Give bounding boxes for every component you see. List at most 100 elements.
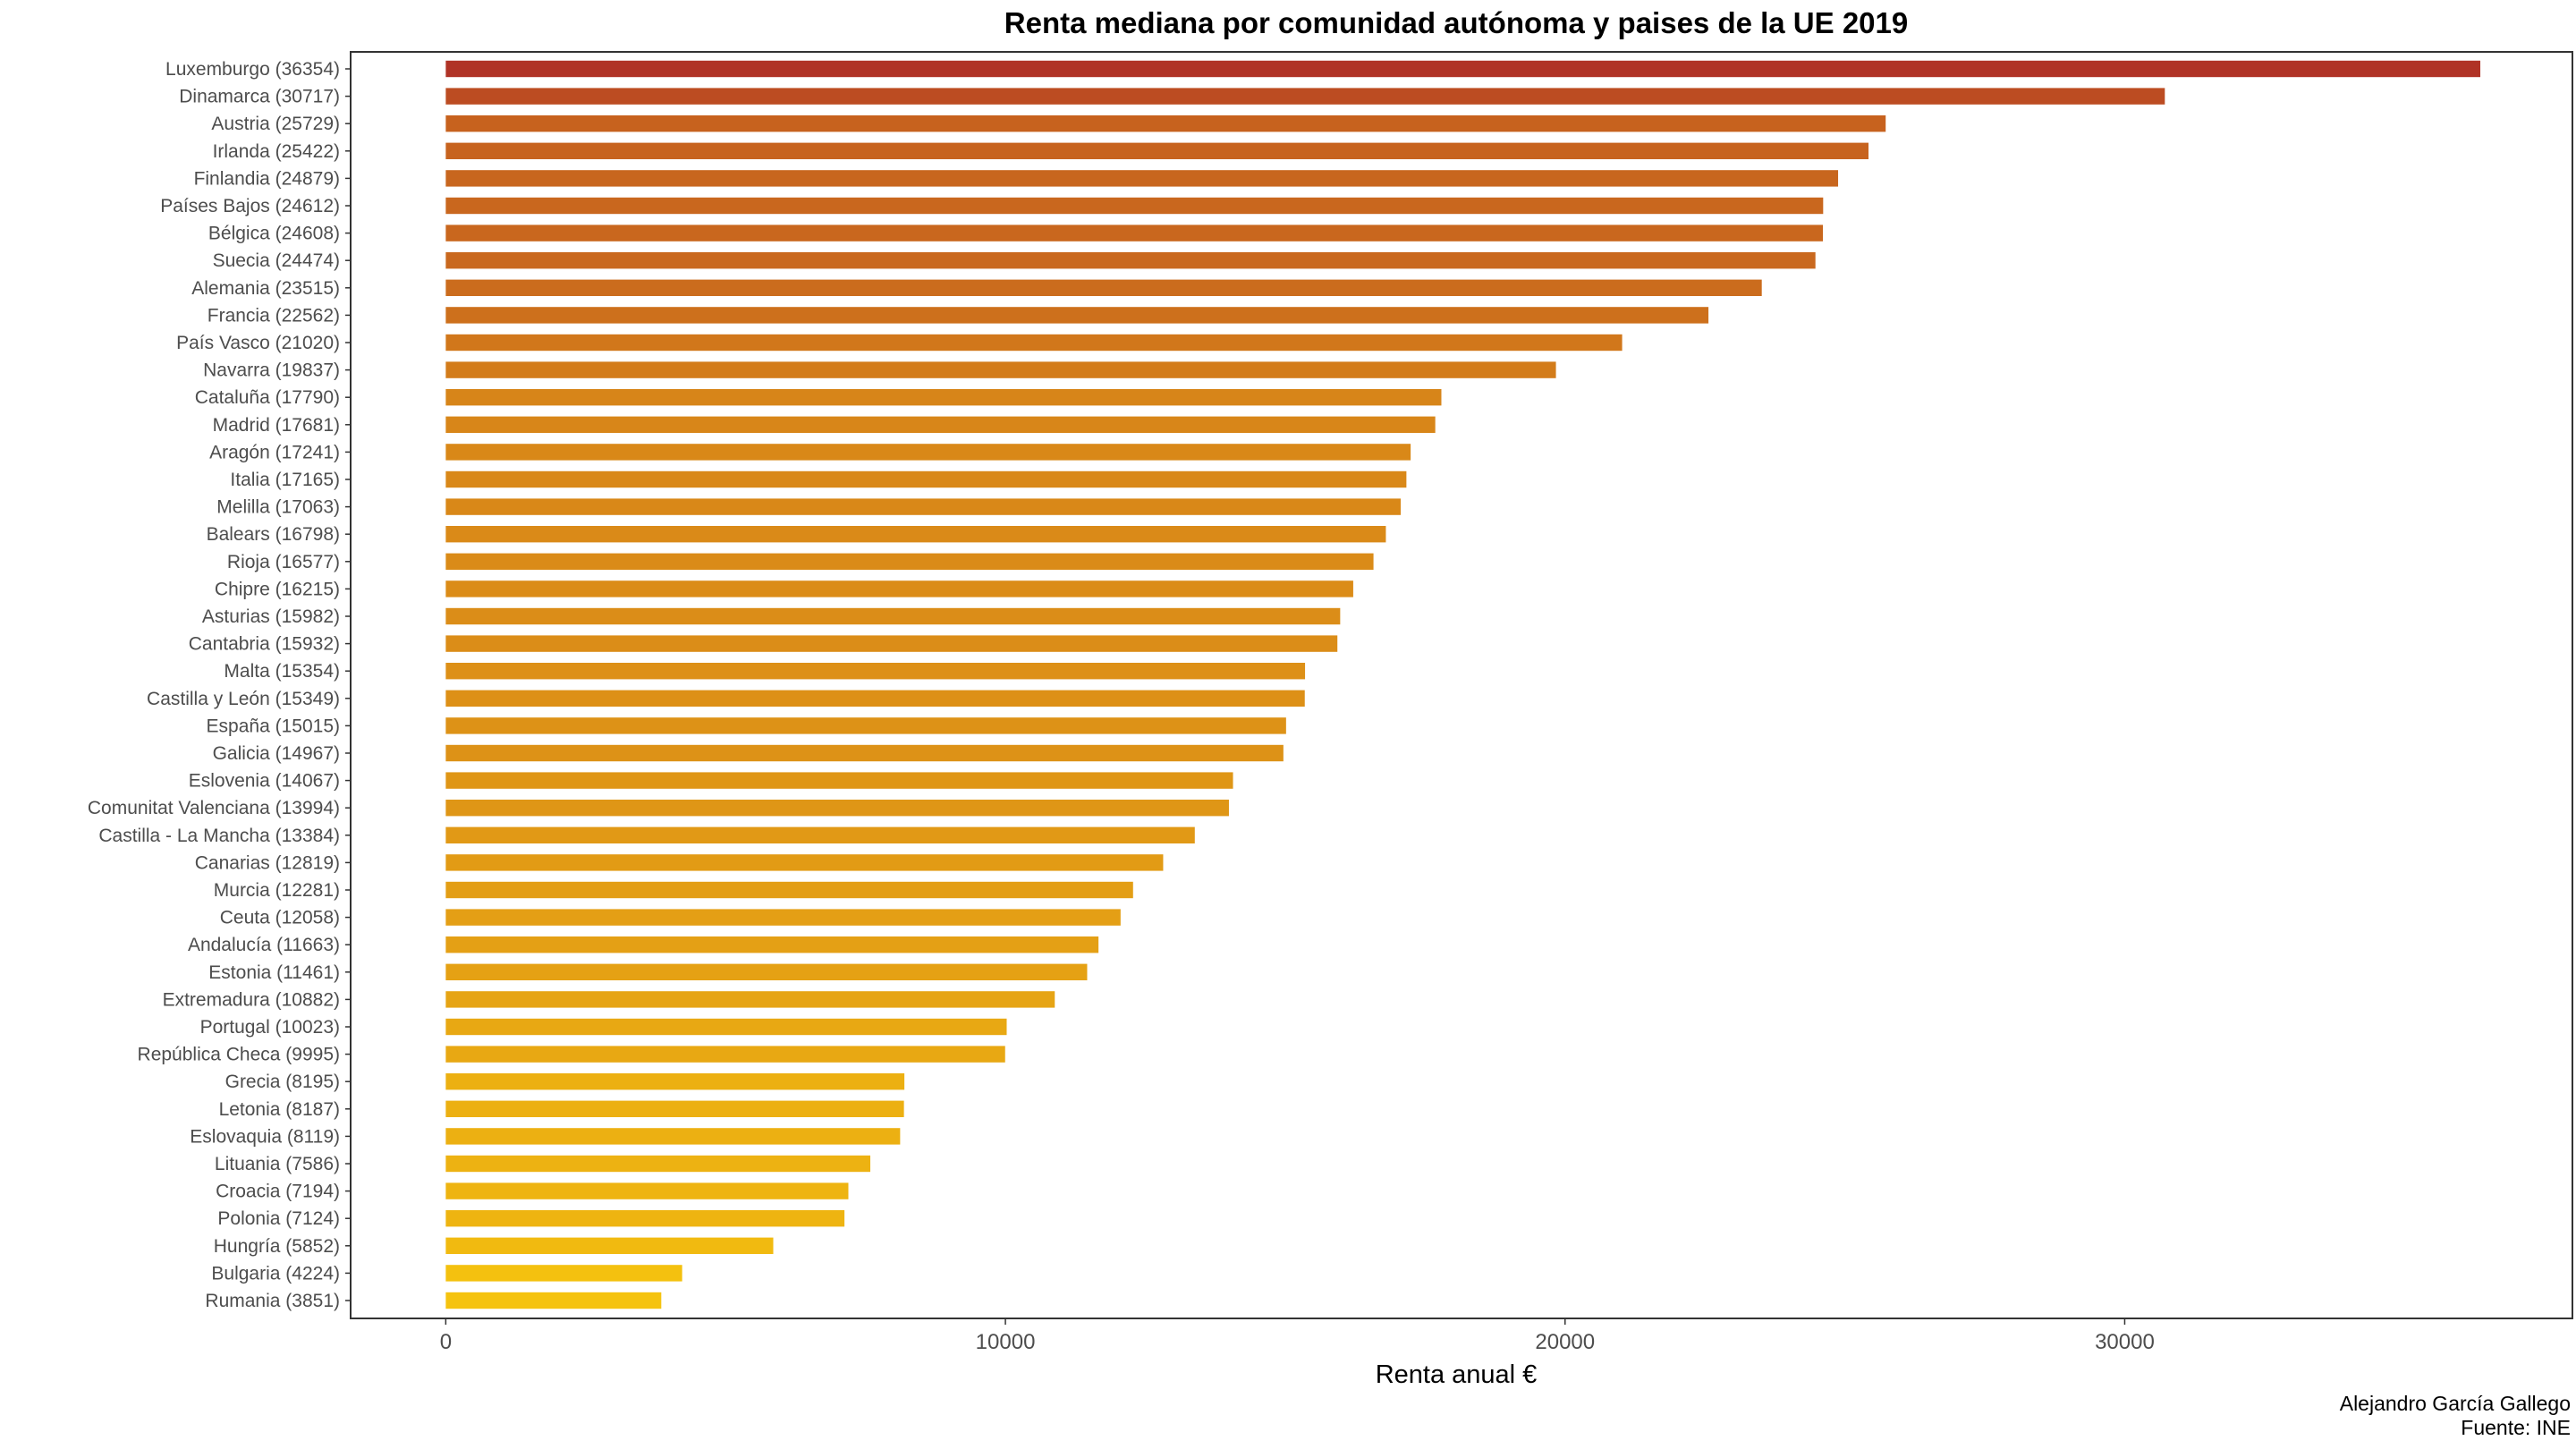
bar <box>445 635 1338 652</box>
category-label: Italia (17165) <box>230 470 340 490</box>
bar <box>445 936 1099 953</box>
category-label: Ceuta (12058) <box>220 908 340 928</box>
bar <box>445 881 1133 899</box>
bar <box>445 498 1401 515</box>
bar <box>445 991 1055 1008</box>
x-tick-label: 20000 <box>1535 1330 1595 1354</box>
bar <box>445 607 1341 625</box>
category-label: Rioja (16577) <box>227 552 340 572</box>
category-label: Finlandia (24879) <box>194 168 340 189</box>
category-label: Grecia (8195) <box>225 1072 340 1092</box>
bar <box>445 1210 845 1227</box>
bar <box>445 1018 1007 1036</box>
category-label: Rumania (3851) <box>205 1291 340 1311</box>
category-label: España (15015) <box>207 716 340 736</box>
category-label: Navarra (19837) <box>203 360 340 381</box>
bar <box>445 909 1121 926</box>
bar <box>445 88 2165 105</box>
bar <box>445 526 1386 543</box>
x-tick-label: 10000 <box>976 1330 1036 1354</box>
bar <box>445 1128 901 1145</box>
bar <box>445 334 1623 352</box>
bar <box>445 744 1284 762</box>
category-label: Letonia (8187) <box>219 1099 340 1120</box>
bar <box>445 963 1088 980</box>
bar <box>445 1100 904 1117</box>
bar <box>445 225 1824 242</box>
caption-source: Fuente: INE <box>2461 1416 2571 1439</box>
bar <box>445 416 1436 433</box>
category-label: Croacia (7194) <box>216 1182 340 1202</box>
bar <box>445 1046 1005 1063</box>
category-label: Eslovenia (14067) <box>189 771 340 792</box>
category-label: Chipre (16215) <box>215 579 340 599</box>
bar <box>445 115 1886 132</box>
bar <box>445 389 1442 406</box>
bar <box>445 1265 682 1282</box>
category-labels: Luxemburgo (36354) Dinamarca (30717) Austr… <box>88 59 351 1311</box>
bar <box>445 279 1762 296</box>
category-label: Irlanda (25422) <box>213 141 340 162</box>
caption-author: Alejandro García Gallego <box>2340 1392 2571 1415</box>
category-label: Galicia (14967) <box>213 743 340 764</box>
category-label: Lituania (7586) <box>215 1154 340 1174</box>
category-label: Madrid (17681) <box>213 415 340 436</box>
bar <box>445 470 1407 488</box>
chart-title: Renta mediana por comunidad autónoma y p… <box>1004 6 1908 39</box>
category-label: República Checa (9995) <box>138 1045 340 1065</box>
category-label: Extremadura (10882) <box>163 989 340 1010</box>
bar <box>445 690 1305 707</box>
category-label: Aragón (17241) <box>209 442 340 462</box>
bar <box>445 1182 849 1199</box>
bar <box>445 1237 774 1254</box>
category-label: Portugal (10023) <box>200 1017 340 1038</box>
bar <box>445 800 1229 817</box>
category-label: Suecia (24474) <box>213 250 340 271</box>
category-label: Malta (15354) <box>224 661 340 682</box>
bar <box>445 717 1286 734</box>
bar <box>445 197 1824 215</box>
bar <box>445 60 2481 78</box>
bar <box>445 1292 662 1309</box>
category-label: País Vasco (21020) <box>176 333 340 353</box>
bar <box>445 854 1164 871</box>
category-label: Andalucía (11663) <box>188 935 340 955</box>
category-label: Castilla y León (15349) <box>147 689 340 709</box>
bar <box>445 361 1556 378</box>
category-label: Austria (25729) <box>211 114 340 134</box>
x-axis-ticks: 0 10000 20000 30000 <box>440 1318 2155 1354</box>
bar <box>445 553 1374 570</box>
category-label: Alemania (23515) <box>191 278 340 299</box>
bar <box>445 1155 871 1173</box>
category-label: Bélgica (24608) <box>208 224 340 244</box>
category-label: Balears (16798) <box>207 524 340 545</box>
x-tick-label: 0 <box>440 1330 452 1354</box>
category-label: Asturias (15982) <box>202 606 340 627</box>
bar <box>445 772 1233 789</box>
category-label: Comunitat Valenciana (13994) <box>88 798 340 818</box>
bar <box>445 580 1353 597</box>
category-label: Murcia (12281) <box>214 880 340 901</box>
x-axis-title: Renta anual € <box>1376 1360 1538 1389</box>
category-label: Cataluña (17790) <box>195 387 340 408</box>
category-label: Bulgaria (4224) <box>211 1263 340 1284</box>
category-label: Castilla - La Mancha (13384) <box>98 826 340 846</box>
bar <box>445 307 1709 324</box>
bars-group <box>445 60 2481 1309</box>
category-label: Canarias (12819) <box>195 852 340 873</box>
x-tick-label: 30000 <box>2095 1330 2155 1354</box>
plot-panel <box>350 51 2573 1319</box>
category-label: Estonia (11461) <box>208 962 340 983</box>
category-label: Polonia (7124) <box>217 1208 340 1229</box>
bar <box>445 142 1869 159</box>
category-label: Melilla (17063) <box>216 497 340 518</box>
bar <box>445 826 1195 843</box>
bar <box>445 1073 905 1090</box>
bar <box>445 252 1816 269</box>
category-label: Francia (22562) <box>208 305 340 326</box>
category-label: Cantabria (15932) <box>189 634 340 655</box>
bar <box>445 170 1839 187</box>
category-label: Hungría (5852) <box>214 1236 340 1257</box>
category-label: Luxemburgo (36354) <box>165 59 340 80</box>
